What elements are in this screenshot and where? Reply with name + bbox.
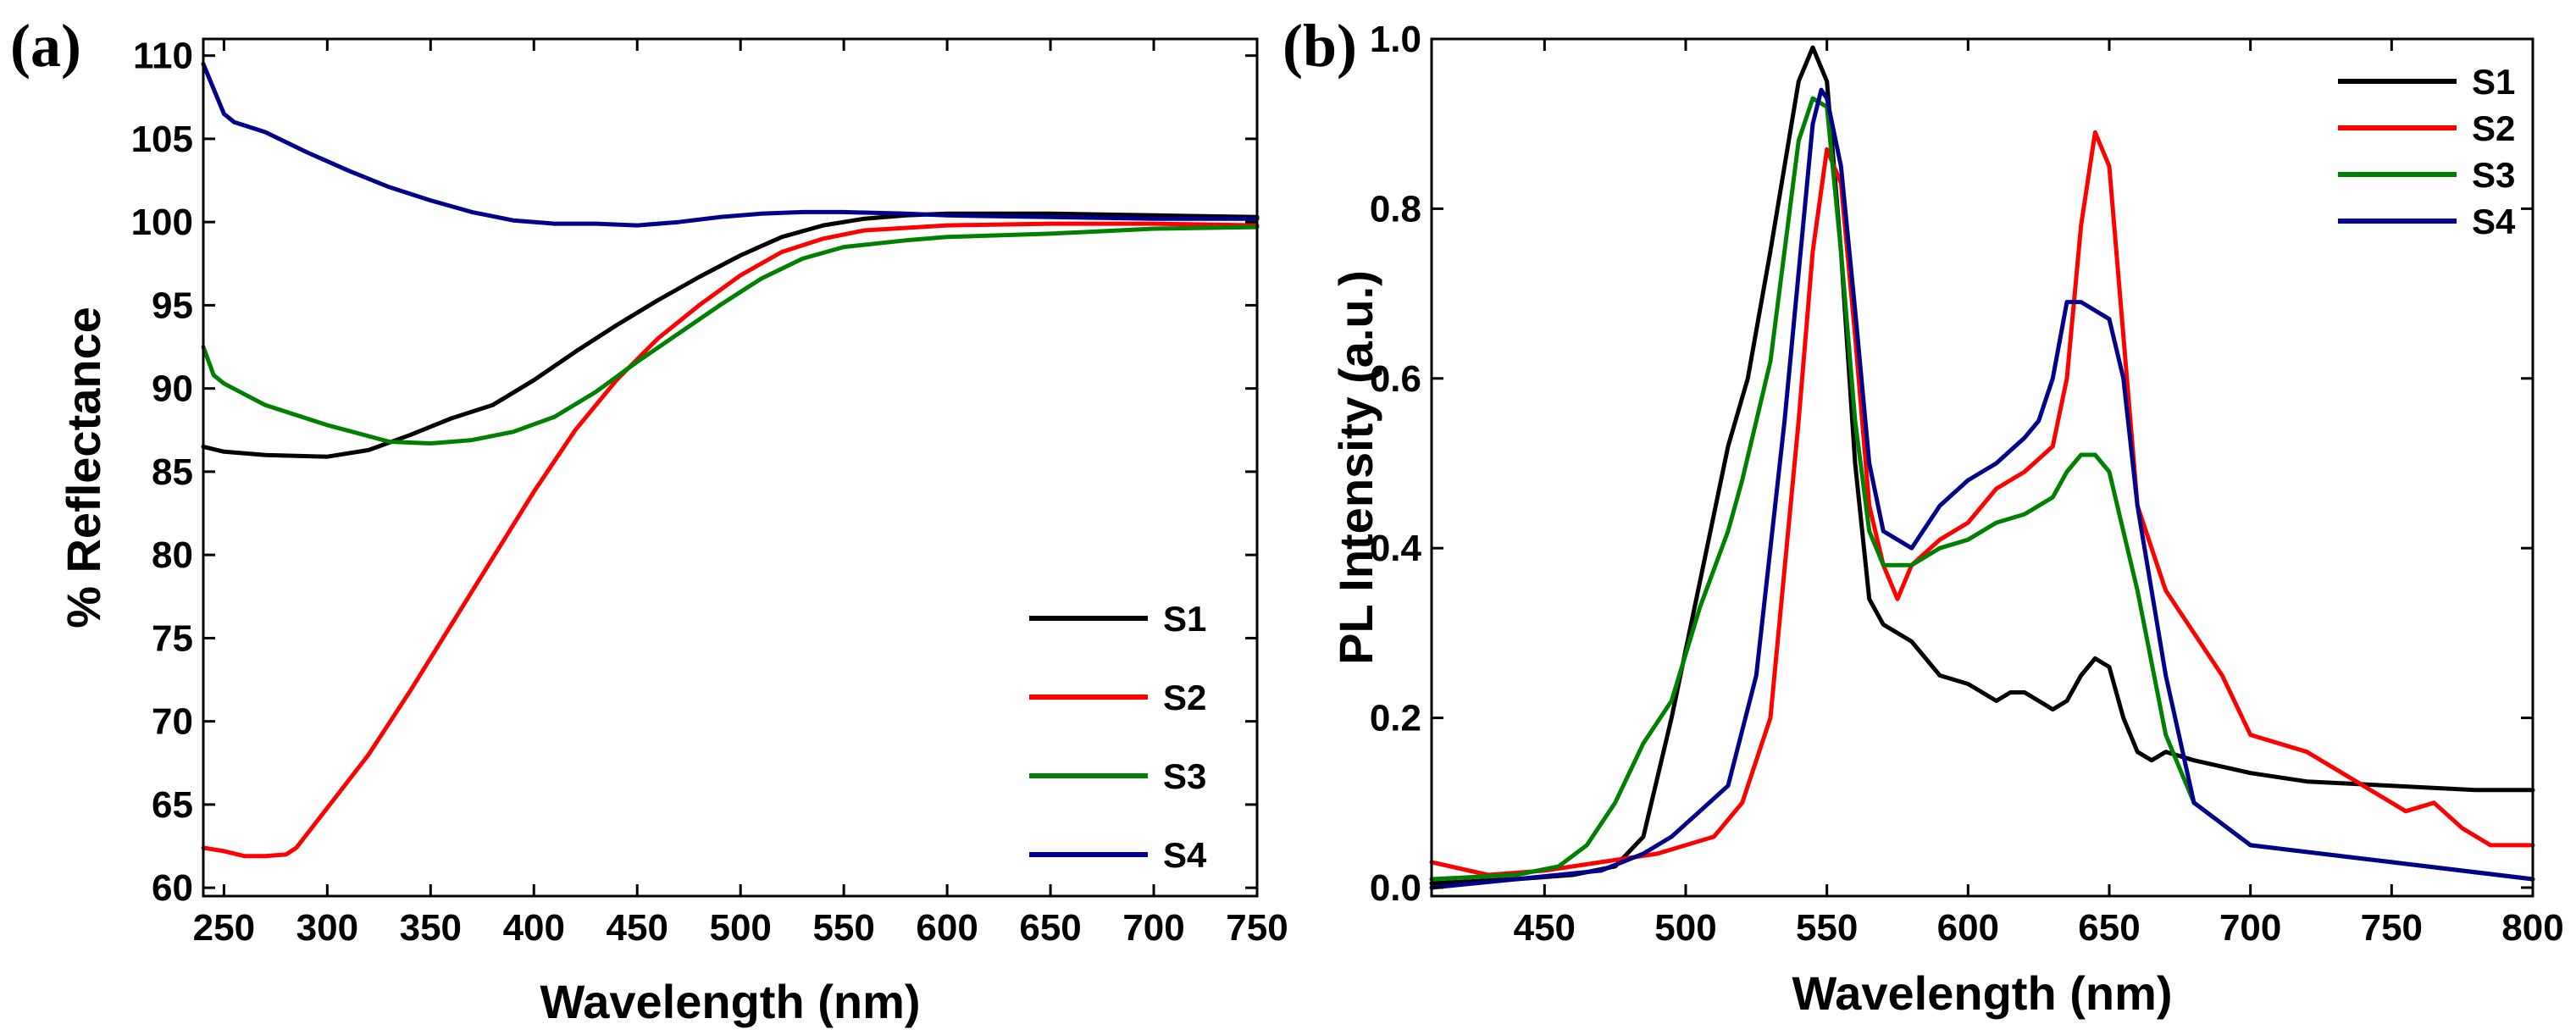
- y-tick-label: 75: [152, 617, 193, 659]
- y-tick-label: 0.0: [1370, 867, 1421, 909]
- x-tick-label: 800: [2501, 907, 2563, 949]
- series-line-b-s1: [1429, 45, 2535, 886]
- chart-b: (b) 450 500 550 600 650 700 750 800 0.0 0.2 0.4 0.6…: [1282, 12, 2564, 1020]
- panel-label-a: (a): [10, 12, 81, 80]
- x-tick-label: 450: [1514, 907, 1576, 949]
- ticks-b: 450 500 550 600 650 700 750 800 0.0 0.2 0.4 0.6 0.8 1…: [1370, 19, 2564, 949]
- series-line-a-s2: [201, 221, 1260, 859]
- legend-label-s4: S4: [1163, 835, 1207, 875]
- x-tick-label: 550: [1796, 907, 1858, 949]
- y-tick-label: 0.6: [1370, 358, 1421, 400]
- y-tick-label: 0.2: [1370, 698, 1421, 739]
- x-tick-label: 550: [812, 907, 874, 949]
- x-tick-label: 250: [193, 907, 255, 949]
- series-line-a-s3: [201, 224, 1260, 446]
- y-axis-title-a: % Reflectance: [57, 307, 110, 628]
- y-tick-label: 60: [152, 867, 193, 909]
- plot-frame-b: [1430, 37, 2534, 898]
- x-tick-label: 600: [916, 907, 978, 949]
- x-tick-label: 650: [1019, 907, 1081, 949]
- plot-frame-a: [202, 37, 1259, 898]
- legend-label-s2: S2: [1163, 678, 1206, 717]
- legend-label-s3: S3: [1163, 756, 1206, 796]
- y-tick-label: 90: [152, 368, 193, 410]
- x-tick-label: 400: [503, 907, 565, 949]
- x-tick-label: 700: [2219, 907, 2281, 949]
- legend-b: S1 S2 S3 S4: [2338, 62, 2516, 241]
- y-tick-label: 110: [133, 36, 193, 77]
- plot-area-b: [1429, 45, 2535, 890]
- x-tick-label: 600: [1937, 907, 1999, 949]
- plot-area-a: [201, 62, 1260, 859]
- series-line-b-s2: [1429, 130, 2535, 877]
- x-axis-title-a: Wavelength (nm): [540, 975, 920, 1028]
- y-tick-label: 85: [152, 451, 193, 493]
- x-tick-label: 700: [1122, 907, 1184, 949]
- chart-a: (a) 250 300 350 400 450 500 550 600 650 700 750 60 6…: [10, 12, 1288, 1028]
- x-tick-label: 450: [607, 907, 668, 949]
- panel-label-b: (b): [1282, 12, 1357, 80]
- legend-label-s3: S3: [2472, 155, 2515, 195]
- y-tick-label: 95: [152, 285, 193, 326]
- y-axis-title-b: PL Intensity (a.u.): [1329, 270, 1382, 665]
- legend-label-s1: S1: [2472, 62, 2515, 102]
- y-tick-label: 105: [131, 119, 193, 160]
- series-line-b-s3: [1429, 96, 2535, 882]
- series-line-a-s4: [201, 62, 1260, 228]
- y-tick-label: 65: [152, 784, 193, 826]
- x-tick-label: 300: [296, 907, 358, 949]
- y-tick-label: 0.8: [1370, 188, 1421, 230]
- x-tick-label: 500: [1654, 907, 1716, 949]
- legend-a: S1 S2 S3 S4: [1029, 599, 1207, 875]
- x-tick-label: 750: [1226, 907, 1288, 949]
- x-tick-label: 650: [2078, 907, 2140, 949]
- legend-label-s2: S2: [2472, 108, 2515, 148]
- series-line-a-s1: [201, 211, 1260, 459]
- y-tick-label: 80: [152, 534, 193, 576]
- x-axis-title-b: Wavelength (nm): [1792, 966, 2172, 1020]
- legend-label-s4: S4: [2472, 202, 2516, 241]
- y-tick-label: 1.0: [1370, 19, 1421, 60]
- y-tick-label: 0.4: [1370, 528, 1422, 569]
- y-tick-label: 70: [152, 701, 193, 743]
- x-tick-label: 500: [709, 907, 771, 949]
- series-line-b-s4: [1429, 87, 2535, 890]
- x-tick-label: 750: [2361, 907, 2423, 949]
- y-tick-label: 100: [131, 202, 193, 243]
- legend-label-s1: S1: [1163, 599, 1206, 639]
- ticks-a: 250 300 350 400 450 500 550 600 650 700 750 60 65 70 7…: [131, 36, 1288, 949]
- x-tick-label: 350: [400, 907, 462, 949]
